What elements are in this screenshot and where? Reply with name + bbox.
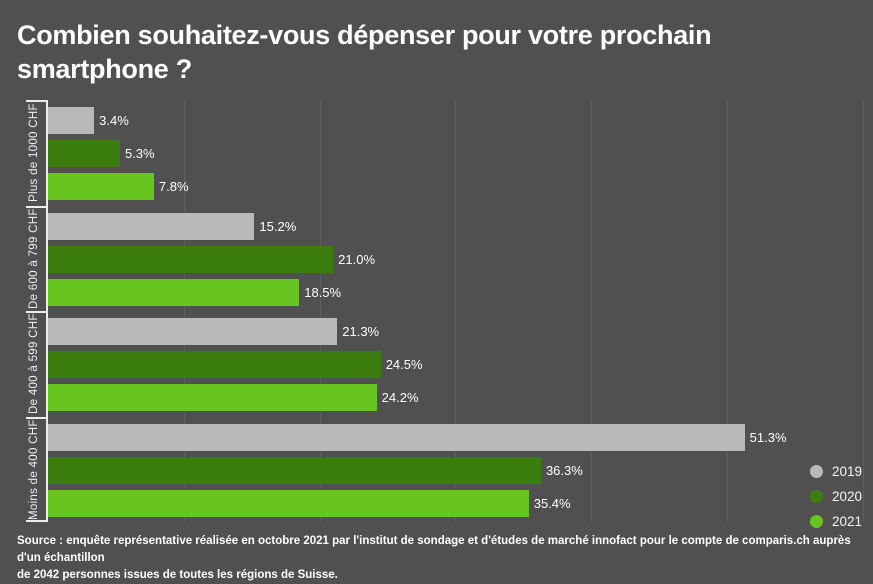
category-group: De 600 à 799 CHF 15.2% 21.0% 18.5% — [28, 206, 873, 311]
bar-value-label: 36.3% — [545, 463, 583, 478]
legend-item-2021: 2021 — [810, 509, 862, 534]
chart-title-line2: smartphone ? — [17, 54, 192, 84]
bar-chart: Plus de 1000 CHF 3.4% 5.3% 7.8% De 600 à 799… — [0, 100, 873, 522]
y-axis-tick — [26, 417, 47, 419]
category-label: De 400 à 599 CHF — [28, 313, 40, 414]
chart-legend: 2019 2020 2021 — [810, 459, 862, 534]
bar-row: 24.5% — [48, 351, 873, 378]
y-axis-line — [46, 100, 48, 522]
category-label: De 600 à 799 CHF — [28, 208, 40, 309]
plot-area — [48, 100, 873, 522]
bar-value-label: 18.5% — [304, 285, 342, 300]
bar-2020-plus-de-1000-chf — [48, 140, 120, 167]
chart-title: Combien souhaitez-vous dépenser pour vot… — [17, 18, 847, 86]
legend-dot-icon — [810, 515, 823, 528]
bar-2020-de-400-599-chf — [48, 351, 381, 378]
y-axis-tick — [26, 206, 47, 208]
gridline — [455, 100, 457, 522]
category-label: Moins de 400 CHF — [28, 419, 40, 520]
bar-value-label: 7.8% — [158, 179, 189, 194]
bar-row: 18.5% — [48, 279, 873, 306]
bar-row: 3.4% — [48, 107, 873, 134]
chart-title-line1: Combien souhaitez-vous dépenser pour vot… — [17, 20, 712, 50]
bar-value-label: 21.0% — [338, 252, 376, 267]
y-axis-tick — [26, 311, 47, 313]
bar-2019-de-600-799-chf — [48, 213, 255, 240]
category-group: Plus de 1000 CHF 3.4% 5.3% 7.8% — [28, 100, 873, 205]
gridline — [319, 100, 321, 522]
gridline — [183, 100, 185, 522]
legend-item-2019: 2019 — [810, 459, 862, 484]
bar-row: 5.3% — [48, 140, 873, 167]
legend-dot-icon — [810, 490, 823, 503]
y-axis-tick — [26, 520, 47, 522]
y-axis-tick — [26, 100, 47, 102]
bar-value-label: 21.3% — [342, 324, 380, 339]
bar-row: 7.8% — [48, 173, 873, 200]
category-group: Moins de 400 CHF 51.3% 36.3% 35.4% — [28, 417, 873, 522]
category-group: De 400 à 599 CHF 21.3% 24.5% 24.2% — [28, 311, 873, 416]
bar-row: 21.0% — [48, 246, 873, 273]
bar-2021-de-400-599-chf — [48, 384, 377, 411]
bar-value-label: 51.3% — [749, 430, 787, 445]
category-label: Plus de 1000 CHF — [28, 103, 40, 202]
source-note-line1: Source : enquête représentative réalisée… — [17, 535, 851, 564]
source-note: Source : enquête représentative réalisée… — [17, 533, 862, 584]
bar-2020-moins-de-400-chf — [48, 457, 541, 484]
bar-2020-de-600-799-chf — [48, 246, 334, 273]
bar-value-label: 35.4% — [533, 496, 571, 511]
legend-label: 2021 — [832, 514, 863, 529]
bar-2021-moins-de-400-chf — [48, 490, 529, 517]
gridline — [591, 100, 593, 522]
bar-value-label: 3.4% — [99, 113, 129, 128]
bar-row: 35.4% — [48, 490, 873, 517]
bar-row: 21.3% — [48, 318, 873, 345]
bar-2019-moins-de-400-chf — [48, 424, 745, 451]
gridline — [727, 100, 728, 522]
bar-row: 51.3% — [48, 424, 873, 451]
bar-2019-de-400-599-chf — [48, 318, 338, 345]
bar-value-label: 5.3% — [124, 146, 155, 161]
legend-label: 2020 — [832, 489, 863, 504]
legend-dot-icon — [810, 465, 823, 478]
gridline — [862, 100, 864, 522]
legend-item-2020: 2020 — [810, 484, 862, 509]
legend-label: 2019 — [832, 464, 863, 479]
bar-value-label: 15.2% — [259, 219, 297, 234]
bar-2021-de-600-799-chf — [48, 279, 300, 306]
bar-value-label: 24.5% — [385, 357, 423, 372]
bar-2021-plus-de-1000-chf — [48, 173, 154, 200]
bar-row: 15.2% — [48, 213, 873, 240]
source-note-line2: de 2042 personnes issues de toutes les r… — [17, 569, 338, 581]
bar-2019-plus-de-1000-chf — [48, 107, 95, 134]
bar-value-label: 24.2% — [381, 390, 419, 405]
bar-row: 36.3% — [48, 457, 873, 484]
bar-row: 24.2% — [48, 384, 873, 411]
